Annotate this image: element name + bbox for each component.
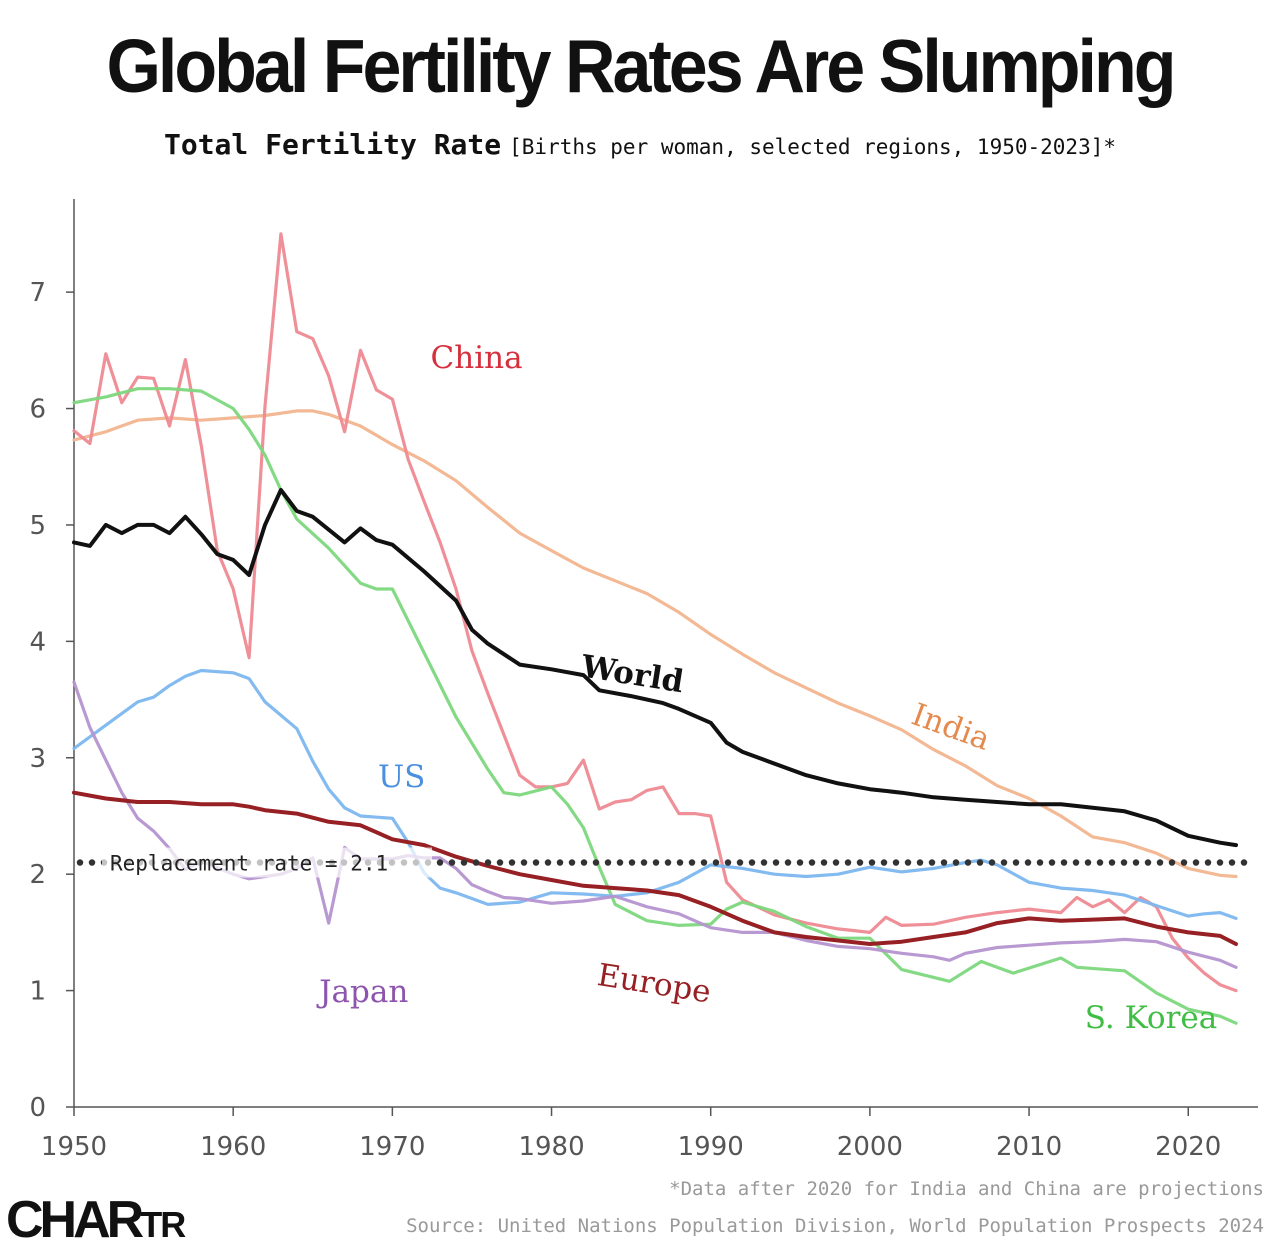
series-line-india xyxy=(72,409,1238,879)
x-tick-label: 2000 xyxy=(837,1132,903,1162)
source-note: Source: United Nations Population Divisi… xyxy=(406,1215,1264,1237)
projection-note: *Data after 2020 for India and China are… xyxy=(669,1178,1264,1200)
x-tick-label: 1990 xyxy=(678,1132,744,1162)
replacement-label: Replacement rate = 2.1 xyxy=(110,852,388,876)
x-tick-label: 1960 xyxy=(200,1132,266,1162)
series-line-s-korea xyxy=(72,387,1238,1025)
y-tick-label: 6 xyxy=(29,395,46,425)
series-line-us xyxy=(72,668,1238,920)
series-label-india: India xyxy=(907,697,995,758)
series-line-europe xyxy=(72,790,1238,946)
series-label-japan: Japan xyxy=(316,974,408,1010)
y-tick-label: 0 xyxy=(29,1093,46,1123)
y-tick-label: 2 xyxy=(29,860,46,890)
chartr-logo: CHARTR xyxy=(6,1191,186,1249)
y-tick-label: 1 xyxy=(29,977,46,1007)
series-line-japan xyxy=(72,680,1238,969)
x-tick-label: 1980 xyxy=(518,1132,584,1162)
replacement-label-bg xyxy=(102,847,432,878)
chart-subtitle: Total Fertility Rate [Births per woman, s… xyxy=(0,128,1280,161)
x-tick-label: 2020 xyxy=(1155,1132,1221,1162)
series-label-china: China xyxy=(431,340,523,376)
subtitle-detail: [Births per woman, selected regions, 195… xyxy=(509,135,1117,159)
series-label-europe: Europe xyxy=(595,957,714,1010)
replacement-rate-line: Replacement rate = 2.1 xyxy=(76,847,1256,878)
chart-title: Global Fertility Rates Are Slumping xyxy=(106,23,1176,109)
y-tick-label: 3 xyxy=(29,744,46,774)
series-line-world xyxy=(72,488,1238,848)
series-label-s-korea: S. Korea xyxy=(1085,1000,1217,1036)
x-tick-label: 1950 xyxy=(41,1132,107,1162)
x-tick-label: 1970 xyxy=(359,1132,425,1162)
series-label-us: US xyxy=(378,759,425,795)
y-tick-label: 7 xyxy=(29,278,46,308)
series-line-china xyxy=(72,232,1238,993)
series-label-world: World xyxy=(578,648,686,700)
series-lines xyxy=(72,232,1238,1025)
x-tick-label: 2010 xyxy=(996,1132,1062,1162)
axes: 0 1 2 3 4 5 6 7 1950 1960 1970 1980 1990 2000 2010 2020 xyxy=(29,199,1258,1162)
subtitle-main: Total Fertility Rate xyxy=(163,128,502,161)
y-tick-label: 4 xyxy=(29,627,46,657)
y-tick-label: 5 xyxy=(29,511,46,541)
